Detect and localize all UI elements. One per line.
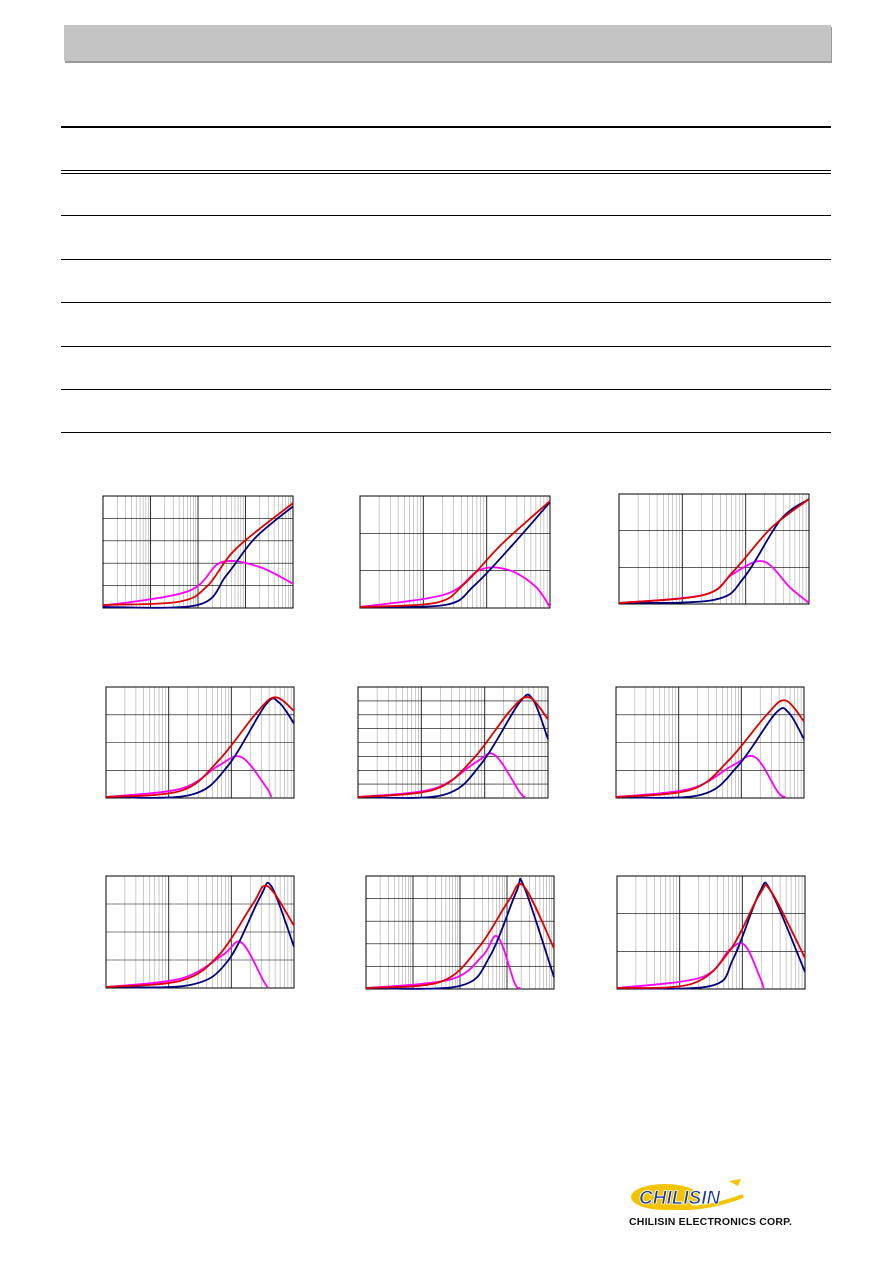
impedance-curve: [618, 498, 810, 604]
resistance-curve: [615, 754, 786, 798]
chart-plot: [365, 875, 555, 990]
impedance-chart-8: [365, 875, 555, 990]
chart-plot: [105, 875, 295, 989]
chart-plot: [616, 875, 806, 990]
table-top-rule: [61, 126, 831, 128]
plot-frame: [365, 875, 555, 990]
chart-plot: [357, 686, 549, 799]
table-header-rule: [61, 170, 831, 171]
chart-grid: [105, 875, 295, 989]
reactance-curve: [615, 707, 805, 799]
chart-plot: [102, 495, 294, 609]
table-row-rule: [61, 215, 831, 216]
chart-grid: [615, 686, 805, 799]
table-row-rule: [61, 346, 831, 347]
impedance-chart-5: [357, 686, 549, 799]
plot-frame: [105, 875, 295, 989]
impedance-chart-1: [102, 495, 294, 609]
resistance-curve: [105, 755, 273, 798]
reactance-curve: [105, 697, 295, 799]
resistance-curve: [365, 934, 521, 990]
table-bottom-rule: [61, 432, 831, 433]
chilisin-logo-mark: CHILISIN: [631, 1179, 744, 1211]
chart-plot: [615, 686, 805, 799]
chart-grid: [357, 686, 549, 799]
resistance-curve: [616, 942, 765, 989]
reactance-curve: [618, 498, 810, 604]
resistance-curve: [105, 940, 269, 988]
impedance-chart-2: [359, 495, 551, 609]
reactance-curve: [359, 501, 551, 609]
reactance-curve: [357, 693, 549, 799]
impedance-curve: [102, 502, 294, 606]
chart-grid: [102, 495, 294, 609]
plot-frame: [616, 875, 806, 990]
header-bar: [64, 25, 831, 61]
impedance-curve: [365, 882, 555, 989]
impedance-curve: [616, 884, 806, 989]
resistance-curve: [359, 566, 551, 608]
plot-frame: [357, 686, 549, 799]
plot-frame: [102, 495, 294, 609]
impedance-curve: [105, 884, 295, 988]
chilisin-logo: CHILISIN CHILISIN ELECTRONICS CORP.: [625, 1178, 825, 1230]
impedance-chart-9: [616, 875, 806, 990]
table-row-rule: [61, 302, 831, 303]
chart-plot: [618, 493, 810, 605]
chart-grid: [365, 875, 555, 990]
resistance-curve: [357, 752, 526, 798]
reactance-curve: [102, 505, 294, 609]
impedance-curve: [359, 500, 551, 608]
chart-plot: [359, 495, 551, 609]
plot-frame: [359, 495, 551, 609]
impedance-chart-7: [105, 875, 295, 989]
table-header-rule-double: [61, 173, 831, 174]
impedance-curve: [615, 699, 805, 798]
table-row-rule: [61, 259, 831, 260]
impedance-chart-3: [618, 493, 810, 605]
reactance-curve: [105, 881, 295, 989]
reactance-curve: [365, 877, 555, 990]
resistance-curve: [102, 560, 294, 607]
impedance-curve: [357, 696, 549, 798]
plot-frame: [105, 686, 295, 799]
chart-grid: [359, 495, 551, 609]
logo-wordmark: CHILISIN: [639, 1188, 722, 1209]
table-row-rule: [61, 389, 831, 390]
impedance-chart-4: [105, 686, 295, 799]
company-name: CHILISIN ELECTRONICS CORP.: [629, 1216, 793, 1228]
chart-grid: [618, 493, 810, 605]
reactance-curve: [616, 881, 806, 990]
impedance-curve: [105, 696, 295, 798]
plot-frame: [618, 493, 810, 605]
impedance-chart-6: [615, 686, 805, 799]
chart-plot: [105, 686, 295, 799]
plot-frame: [615, 686, 805, 799]
